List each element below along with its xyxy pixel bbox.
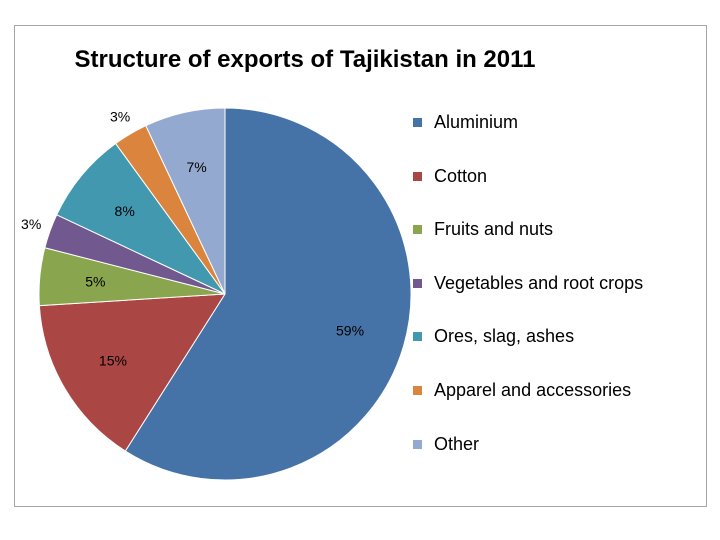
slice-label-apparel-and-accessories: 3% bbox=[110, 109, 130, 125]
legend-label: Aluminium bbox=[434, 112, 519, 132]
chart-title: Structure of exports of Tajikistan in 20… bbox=[74, 46, 536, 73]
legend-swatch bbox=[413, 118, 422, 127]
legend-swatch bbox=[413, 278, 422, 288]
slice-label-ores-slag-ashes: 8% bbox=[115, 203, 135, 219]
pie-slice-ores-slag-ashes bbox=[56, 142, 226, 295]
pie-slice-cotton bbox=[38, 293, 226, 452]
legend-label: Other bbox=[434, 433, 480, 454]
slice-label-cotton: 15% bbox=[99, 352, 127, 368]
legend-label: Fruits and nuts bbox=[434, 219, 554, 240]
legend-swatch bbox=[413, 439, 422, 449]
legend-label: Vegetables and root crops bbox=[434, 272, 644, 293]
chart-frame: Structure of exports of Tajikistan in 20… bbox=[14, 25, 707, 507]
legend-swatch bbox=[413, 171, 422, 181]
slice-label-aluminium: 59% bbox=[336, 322, 364, 338]
legend-label: Apparel and accessories bbox=[434, 380, 632, 400]
pie-slice-other bbox=[145, 107, 226, 295]
slice-label-vegetables-and-root-crops: 3% bbox=[21, 216, 41, 232]
legend-swatch bbox=[413, 225, 422, 235]
legend-label: Cotton bbox=[434, 165, 488, 186]
slice-label-fruits-and-nuts: 5% bbox=[85, 274, 105, 290]
pie-slice-aluminium bbox=[124, 107, 412, 481]
legend-swatch bbox=[413, 332, 422, 342]
pie-chart: 59% 15% 5% 3% 8% 3% 7% bbox=[21, 107, 412, 481]
legend-swatch bbox=[413, 386, 422, 395]
slice-label-other: 7% bbox=[186, 159, 206, 175]
legend-label: Ores, slag, ashes bbox=[434, 326, 575, 347]
